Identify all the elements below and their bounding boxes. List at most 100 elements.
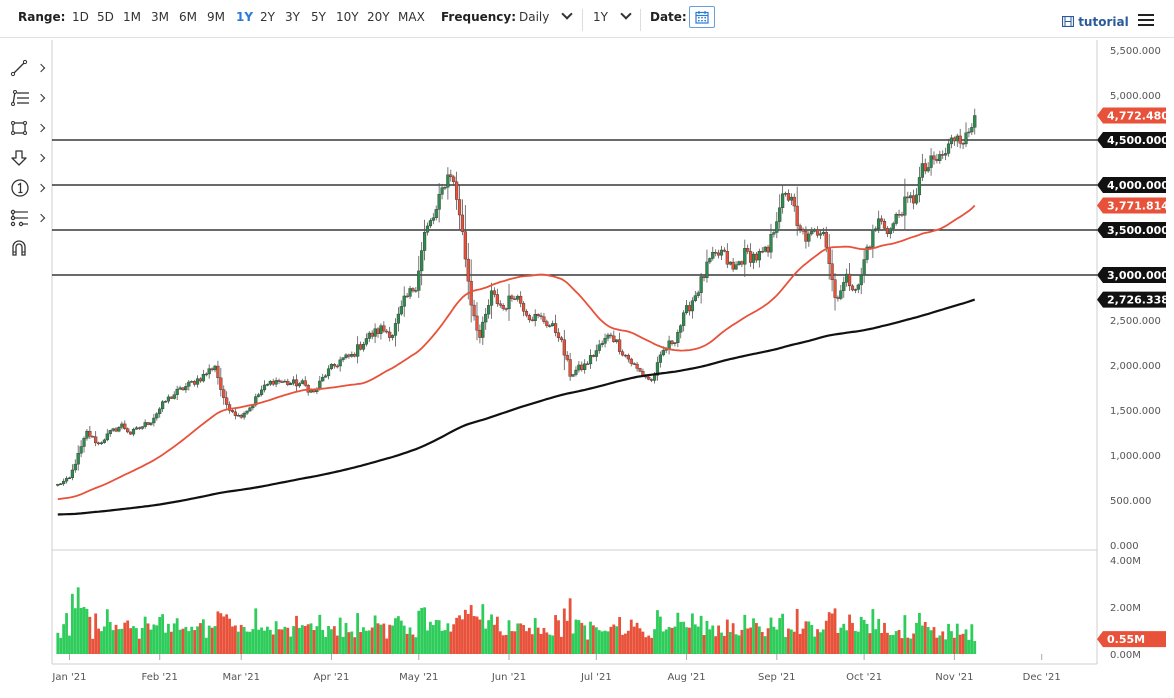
volume-bar	[292, 626, 296, 654]
period-select[interactable]: 1Y	[593, 8, 632, 24]
volume-bar	[792, 631, 796, 654]
candle-body	[632, 363, 636, 365]
candle-body	[810, 231, 814, 235]
candle-body	[361, 344, 366, 350]
trendline-icon	[10, 59, 28, 77]
range-9m[interactable]: 9M	[207, 10, 225, 24]
volume-bar	[440, 630, 444, 654]
menu-icon[interactable]	[1138, 14, 1154, 26]
volume-bar	[373, 615, 377, 654]
range-3m[interactable]: 3M	[151, 10, 169, 24]
candle-body	[364, 338, 368, 345]
range-20y[interactable]: 20Y	[367, 10, 390, 24]
range-3y[interactable]: 3Y	[285, 10, 300, 24]
candle-body	[792, 196, 796, 207]
candle-body	[390, 335, 395, 338]
candle-body	[475, 315, 479, 331]
volume-bar	[920, 625, 924, 654]
volume-bar	[804, 621, 808, 654]
volume-bar	[158, 617, 162, 654]
range-2y[interactable]: 2Y	[260, 10, 275, 24]
candle-body	[699, 276, 703, 293]
candle-body	[961, 143, 965, 145]
range-6m[interactable]: 6M	[179, 10, 197, 24]
candle-body	[161, 401, 165, 410]
candle-body	[114, 428, 118, 432]
candle-body	[740, 261, 744, 265]
candle-body	[527, 315, 531, 321]
volume-bar	[332, 626, 336, 654]
candle-body	[827, 247, 831, 264]
range-10y[interactable]: 10Y	[336, 10, 359, 24]
candle-body	[973, 115, 977, 128]
volume-bar	[775, 629, 779, 654]
volume-bar	[667, 627, 671, 654]
trendline-tool[interactable]	[10, 57, 50, 79]
volume-bar	[548, 634, 552, 654]
range-1m[interactable]: 1M	[123, 10, 141, 24]
volume-bar	[746, 628, 750, 654]
candle-body	[181, 387, 185, 391]
volume-bar	[495, 616, 499, 654]
volume-bar	[784, 636, 787, 654]
volume-bar	[225, 614, 229, 654]
magnet-tool[interactable]	[10, 237, 50, 259]
candle-body	[437, 194, 441, 210]
frequency-select[interactable]: Daily	[519, 8, 574, 24]
volume-bar	[865, 623, 869, 654]
candle-body	[64, 478, 69, 482]
volume-bar	[146, 623, 150, 654]
volume-bar	[766, 628, 770, 654]
candle-body	[393, 323, 398, 336]
range-5y[interactable]: 5Y	[311, 10, 326, 24]
volume-bar	[513, 631, 517, 654]
volume-bar	[699, 615, 703, 654]
candle-body	[655, 362, 660, 376]
candle-body	[204, 373, 208, 376]
rectangle-tool[interactable]	[10, 117, 50, 139]
volume-bar	[915, 622, 918, 654]
volume-bar	[883, 622, 886, 654]
candle-body	[743, 248, 747, 265]
fib-tool[interactable]	[10, 87, 50, 109]
volume-bar	[79, 608, 83, 654]
volume-bar	[656, 610, 659, 654]
candle-body	[376, 328, 380, 334]
candle-body	[731, 261, 735, 270]
volume-bar	[429, 621, 432, 654]
candle-body	[833, 279, 837, 298]
candle-body	[210, 368, 214, 371]
candle-body	[225, 397, 229, 405]
candle-body	[629, 358, 633, 364]
volume-bar	[356, 613, 360, 654]
volume-bar	[725, 619, 729, 654]
volume-bar	[402, 625, 406, 654]
date-picker-button[interactable]	[689, 6, 715, 28]
volume-bar	[886, 632, 889, 654]
candle-body	[929, 155, 933, 168]
volume-bar	[597, 630, 601, 654]
note-tool[interactable]	[10, 177, 50, 199]
volume-bar	[842, 623, 846, 654]
pattern-tool[interactable]	[10, 207, 50, 229]
tutorial-link[interactable]: tutorial	[1061, 15, 1129, 29]
range-1d[interactable]: 1D	[72, 10, 89, 24]
volume-bar	[169, 631, 173, 654]
volume-bar	[493, 624, 496, 654]
volume-bar	[504, 634, 508, 654]
candle-body	[99, 442, 104, 444]
range-1y[interactable]: 1Y	[236, 10, 254, 24]
candle-body	[254, 396, 258, 406]
arrow-tool[interactable]	[10, 147, 50, 169]
volume-bar	[670, 627, 674, 654]
volume-bar	[740, 629, 744, 654]
volume-bar	[137, 638, 141, 654]
range-max[interactable]: MAX	[398, 10, 425, 24]
horizontal-levels	[52, 139, 1097, 276]
volume-bar	[102, 626, 106, 654]
candle-body	[920, 163, 924, 178]
date-tick-label: Apr '21	[313, 672, 349, 683]
rectangle-icon	[11, 121, 27, 135]
range-5d[interactable]: 5D	[97, 10, 114, 24]
